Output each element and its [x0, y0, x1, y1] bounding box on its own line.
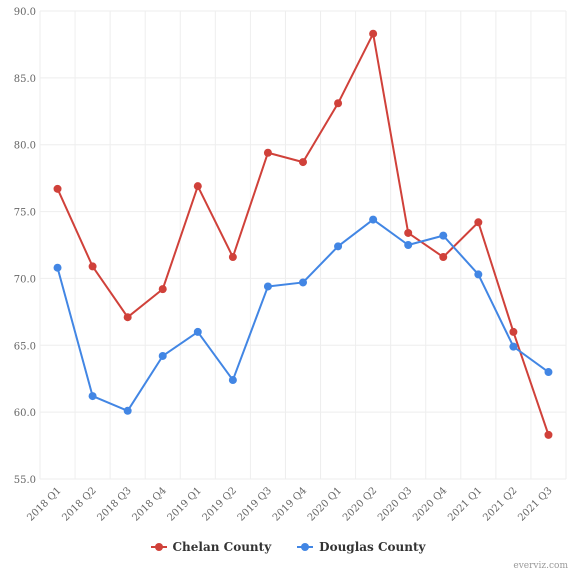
data-point-douglas-county[interactable] — [53, 263, 62, 272]
data-point-douglas-county[interactable] — [228, 376, 237, 385]
data-point-douglas-county[interactable] — [509, 342, 518, 351]
data-point-douglas-county[interactable] — [299, 278, 307, 287]
data-point-chelan-county[interactable] — [53, 184, 62, 193]
x-tick-label: 2018 Q4 — [131, 485, 169, 523]
data-point-douglas-county[interactable] — [263, 282, 272, 291]
legend-item-douglas-county[interactable]: Douglas County — [297, 540, 425, 554]
legend-swatch-douglas — [297, 542, 314, 552]
legend-swatch-chelan — [150, 542, 167, 552]
data-point-douglas-county[interactable] — [404, 241, 413, 249]
data-point-chelan-county[interactable] — [158, 285, 167, 294]
x-tick-label: 2018 Q1 — [25, 485, 63, 523]
legend-item-chelan-county[interactable]: Chelan County — [150, 540, 272, 554]
y-tick-label: 70.0 — [14, 274, 36, 285]
data-point-chelan-county[interactable] — [509, 327, 518, 336]
data-point-chelan-county[interactable] — [263, 148, 272, 157]
data-point-douglas-county[interactable] — [369, 215, 378, 224]
x-tick-label: 2021 Q3 — [516, 485, 554, 523]
data-point-chelan-county[interactable] — [88, 262, 97, 271]
y-tick-label: 85.0 — [14, 74, 36, 85]
data-point-douglas-county[interactable] — [123, 406, 132, 415]
legend-label-chelan: Chelan County — [172, 540, 272, 554]
y-tick-label: 90.0 — [14, 7, 36, 18]
x-tick-label: 2019 Q3 — [236, 485, 274, 523]
x-tick-label: 2019 Q2 — [201, 485, 239, 523]
data-point-chelan-county[interactable] — [369, 29, 378, 38]
x-tick-label: 2019 Q4 — [271, 485, 309, 523]
y-tick-label: 55.0 — [14, 475, 36, 486]
data-point-douglas-county[interactable] — [158, 351, 167, 360]
x-tick-label: 2020 Q4 — [411, 485, 449, 523]
x-tick-label: 2020 Q3 — [376, 485, 414, 523]
y-tick-label: 80.0 — [14, 141, 36, 152]
y-tick-label: 75.0 — [14, 208, 36, 219]
data-point-chelan-county[interactable] — [299, 158, 307, 167]
x-tick-label: 2021 Q1 — [446, 485, 484, 523]
legend: Chelan County Douglas County — [0, 540, 576, 554]
x-tick-label: 2018 Q2 — [60, 485, 98, 523]
x-tick-label: 2018 Q3 — [95, 485, 133, 523]
data-point-douglas-county[interactable] — [88, 392, 97, 401]
grid — [39, 10, 567, 480]
data-point-chelan-county[interactable] — [123, 313, 132, 322]
x-tick-label: 2019 Q1 — [166, 485, 204, 523]
legend-label-douglas: Douglas County — [319, 540, 426, 554]
y-tick-label: 60.0 — [14, 408, 36, 419]
data-point-chelan-county[interactable] — [544, 430, 553, 439]
data-point-chelan-county[interactable] — [193, 182, 202, 191]
data-point-chelan-county[interactable] — [334, 99, 343, 108]
x-tick-label: 2021 Q2 — [481, 485, 519, 523]
data-point-chelan-county[interactable] — [228, 253, 237, 262]
data-point-douglas-county[interactable] — [334, 242, 343, 251]
data-point-chelan-county[interactable] — [474, 218, 483, 227]
y-tick-label: 65.0 — [14, 341, 36, 352]
data-point-chelan-county[interactable] — [439, 253, 448, 262]
data-point-douglas-county[interactable] — [193, 327, 202, 336]
data-point-chelan-county[interactable] — [404, 228, 413, 237]
credit-text[interactable]: everviz.com — [513, 561, 568, 571]
data-point-douglas-county[interactable] — [544, 368, 553, 377]
y-axis-ticks: 55.0 60.0 65.0 70.0 75.0 80.0 85.0 90.0 — [14, 7, 36, 486]
data-point-douglas-county[interactable] — [439, 231, 448, 240]
data-point-douglas-county[interactable] — [474, 270, 483, 279]
series-line-chelan-county — [56, 32, 550, 436]
x-tick-label: 2020 Q1 — [306, 485, 344, 523]
x-tick-label: 2020 Q2 — [341, 485, 379, 523]
series-group — [53, 29, 553, 439]
